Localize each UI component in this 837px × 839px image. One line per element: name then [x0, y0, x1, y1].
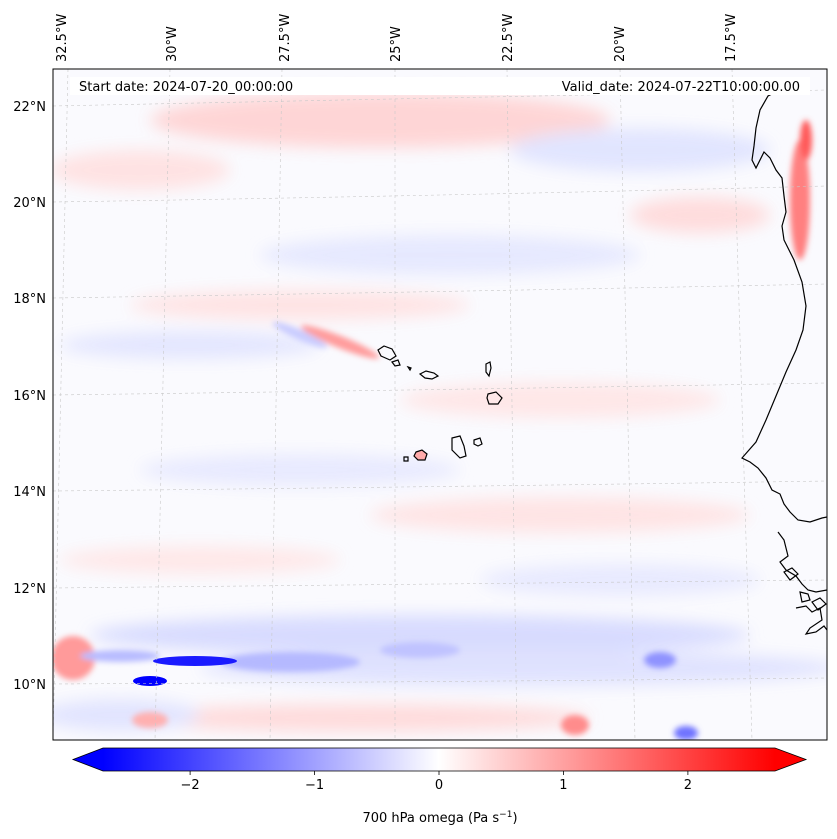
colorbar-extend-min: [73, 748, 103, 771]
island-sao-vicente: [391, 359, 401, 367]
colorbar-gradient: [103, 748, 775, 771]
lon-label-27-5w: 27.5°W: [278, 14, 293, 62]
island-fogo: [413, 449, 428, 461]
colorbar-tick-label: −1: [305, 778, 324, 793]
lat-label-12n: 12°N: [13, 582, 46, 597]
coastlines: [741, 91, 827, 635]
lon-label-30w: 30°W: [165, 26, 180, 62]
lon-label-32-5w: 32.5°W: [55, 14, 70, 62]
lat-label-16n: 16°N: [13, 389, 46, 404]
lat-label-20n: 20°N: [13, 196, 46, 211]
lon-label-22-5w: 22.5°W: [501, 14, 516, 62]
island-boa-vista: [486, 391, 503, 405]
longitude-labels: 32.5°W 30°W 27.5°W 25°W 22.5°W 20°W 17.5…: [55, 14, 739, 62]
colorbar-label-prefix: 700 hPa omega (Pa s: [362, 811, 499, 826]
colorbar-tick-label: 0: [435, 778, 443, 793]
map-frame: [52, 68, 828, 741]
island-santa-luzia: [406, 365, 412, 372]
coastline-senegambia: [777, 531, 827, 593]
start-date-label: Start date: 2024-07-20_00:00:00: [79, 80, 293, 95]
colorbar-label-suffix: ): [512, 811, 517, 826]
gridlines: [53, 69, 827, 740]
lat-label-22n: 22°N: [13, 100, 46, 115]
omega-field: [53, 92, 827, 740]
valid-date-label: Valid_date: 2024-07-22T10:00:00.00: [562, 80, 800, 95]
lon-label-17-5w: 17.5°W: [724, 14, 739, 62]
island-sao-nicolau: [418, 370, 440, 380]
map-panel: Start date: 2024-07-20_00:00:00 Valid_da…: [52, 68, 828, 741]
colorbar-label-exponent: −1: [499, 810, 512, 820]
colorbar-tick-label: −2: [181, 778, 200, 793]
colorbar: −2 −1 0 1 2 700 hPa omega (Pa s−1): [71, 747, 808, 826]
cape-verde-islands: [377, 345, 503, 462]
colorbar-tick-label: 1: [559, 778, 567, 793]
island-maio: [473, 437, 483, 447]
island-brava: [403, 456, 409, 462]
lat-label-14n: 14°N: [13, 485, 46, 500]
lat-label-10n: 10°N: [13, 678, 46, 693]
lat-label-18n: 18°N: [13, 292, 46, 307]
colorbar-ticks: −2 −1 0 1 2: [181, 771, 692, 793]
colorbar-outline: [71, 747, 808, 772]
lon-label-20w: 20°W: [613, 26, 628, 62]
header-box: [70, 77, 810, 95]
colorbar-label: 700 hPa omega (Pa s−1): [362, 810, 517, 826]
colorbar-extend-max: [775, 748, 806, 771]
coastline-west-africa: [741, 91, 827, 523]
island-santo-antao: [377, 345, 397, 361]
colorbar-tick-label: 2: [684, 778, 692, 793]
island-santiago: [451, 435, 467, 459]
lon-label-25w: 25°W: [389, 26, 404, 62]
latitude-labels: 22°N 20°N 18°N 16°N 14°N 12°N 10°N: [13, 100, 46, 693]
island-sal: [485, 361, 492, 378]
